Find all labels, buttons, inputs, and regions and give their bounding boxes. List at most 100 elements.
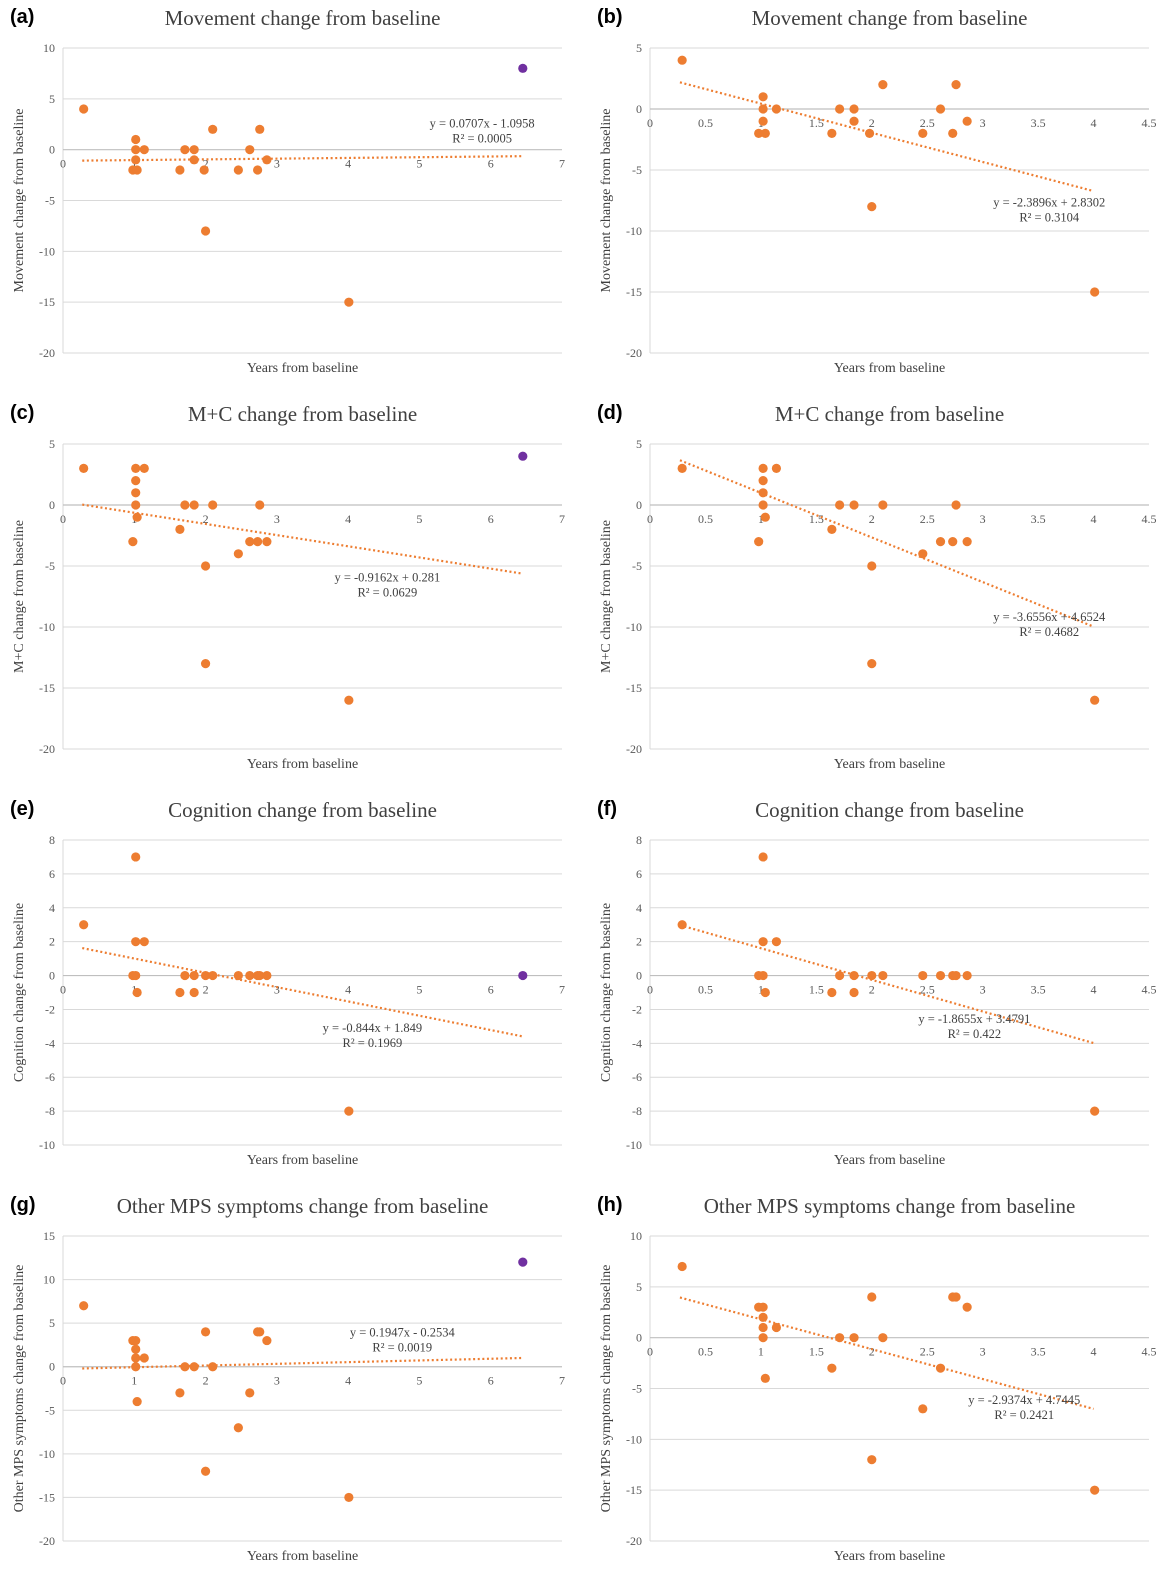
y-tick-label: -4 bbox=[632, 1036, 642, 1050]
data-point bbox=[180, 1362, 190, 1372]
data-point bbox=[951, 970, 961, 981]
y-tick-label: 6 bbox=[636, 867, 642, 881]
data-point bbox=[849, 116, 859, 126]
chart-svg: -10-8-6-4-20246801234567Cognition change… bbox=[12, 798, 565, 1168]
data-point bbox=[849, 104, 859, 114]
x-axis-title: Years from baseline bbox=[834, 1153, 945, 1168]
data-point bbox=[262, 970, 272, 981]
data-point bbox=[518, 1257, 528, 1267]
x-tick-label: 7 bbox=[559, 512, 565, 526]
x-tick-label: 6 bbox=[488, 983, 494, 997]
x-tick-label: 3 bbox=[980, 116, 986, 130]
y-tick-label: -5 bbox=[632, 1382, 642, 1396]
y-tick-label: 0 bbox=[49, 498, 55, 512]
data-point bbox=[518, 451, 528, 461]
chart-svg: -20-15-10-50501234567M+C change from bas… bbox=[12, 402, 565, 772]
data-point bbox=[245, 970, 255, 981]
data-point bbox=[918, 128, 928, 138]
chart-svg: -20-15-10-50500.511.522.533.544.5Movemen… bbox=[599, 6, 1157, 376]
data-point bbox=[200, 1327, 211, 1337]
x-tick-label: 1 bbox=[131, 1374, 137, 1388]
x-tick-label: 7 bbox=[559, 1374, 565, 1388]
data-point bbox=[518, 63, 528, 73]
x-tick-label: 4 bbox=[345, 512, 351, 526]
y-tick-label: -5 bbox=[632, 559, 642, 573]
data-point bbox=[962, 1302, 972, 1312]
data-point bbox=[935, 970, 946, 981]
chart-title: M+C change from baseline bbox=[775, 402, 1004, 426]
x-tick-label: 1.5 bbox=[809, 983, 824, 997]
x-tick-label: 0.5 bbox=[698, 1345, 713, 1359]
y-tick-label: 0 bbox=[636, 969, 642, 983]
trendline-equation: y = -0.844x + 1.849 bbox=[323, 1021, 423, 1035]
data-point bbox=[758, 852, 768, 862]
data-point bbox=[758, 1302, 768, 1312]
data-point bbox=[208, 970, 218, 981]
y-tick-label: -10 bbox=[626, 620, 642, 634]
data-point bbox=[1090, 695, 1100, 705]
x-tick-label: 0.5 bbox=[698, 983, 713, 997]
data-point bbox=[758, 937, 768, 947]
data-point bbox=[760, 128, 770, 138]
x-tick-label: 5 bbox=[416, 157, 422, 171]
data-point bbox=[200, 659, 211, 669]
data-point bbox=[139, 937, 149, 947]
x-tick-label: 4 bbox=[1091, 1345, 1097, 1359]
chart-panel-3: -20 -15 -10 -5 0 5 0 0.5 1 1.5 2 2.5 3 3.5 4 4.5 M+C cha… bbox=[587, 396, 1174, 792]
data-point bbox=[131, 500, 141, 510]
data-point bbox=[245, 145, 255, 155]
data-point bbox=[878, 500, 888, 510]
data-point bbox=[233, 165, 243, 175]
data-point bbox=[131, 1344, 141, 1354]
y-axis-title: Other MPS symptoms change from baseline bbox=[12, 1265, 27, 1513]
data-point bbox=[175, 987, 185, 998]
panel-letter: (b) bbox=[597, 6, 623, 28]
data-point bbox=[962, 537, 972, 547]
data-point bbox=[189, 987, 199, 998]
data-point bbox=[139, 1353, 149, 1363]
x-tick-label: 5 bbox=[416, 1374, 422, 1388]
y-tick-label: -10 bbox=[626, 1432, 642, 1446]
x-axis-title: Years from baseline bbox=[834, 757, 945, 772]
y-tick-label: -20 bbox=[39, 1534, 55, 1548]
y-tick-label: -10 bbox=[626, 224, 642, 238]
x-tick-label: 2 bbox=[869, 512, 875, 526]
x-tick-label: 3.5 bbox=[1031, 1345, 1046, 1359]
x-tick-label: 2 bbox=[203, 512, 209, 526]
x-tick-label: 4.5 bbox=[1142, 116, 1157, 130]
x-tick-label: 3 bbox=[980, 983, 986, 997]
x-tick-label: 2 bbox=[203, 983, 209, 997]
y-tick-label: -5 bbox=[45, 194, 55, 208]
chart-title: Movement change from baseline bbox=[752, 6, 1028, 30]
data-point bbox=[189, 145, 199, 155]
data-point bbox=[758, 1312, 768, 1322]
data-point bbox=[199, 165, 209, 175]
x-tick-label: 2.5 bbox=[920, 983, 935, 997]
data-point bbox=[948, 537, 958, 547]
data-point bbox=[962, 970, 972, 981]
trendline-r2: R² = 0.1969 bbox=[342, 1036, 402, 1050]
x-tick-label: 0 bbox=[647, 1345, 653, 1359]
y-tick-label: -5 bbox=[45, 559, 55, 573]
trendline bbox=[679, 81, 1094, 193]
data-point bbox=[835, 970, 845, 981]
y-axis-title: Cognition change from baseline bbox=[12, 903, 27, 1082]
data-point bbox=[677, 463, 687, 473]
x-tick-label: 6 bbox=[488, 157, 494, 171]
y-tick-label: 2 bbox=[636, 935, 642, 949]
data-point bbox=[760, 512, 770, 522]
trendline-r2: R² = 0.0005 bbox=[452, 131, 512, 145]
chart-panel-4: -10-8-6-4-20246801234567Cognition change… bbox=[0, 792, 587, 1188]
y-tick-label: 0 bbox=[636, 102, 642, 116]
x-tick-label: 2.5 bbox=[920, 512, 935, 526]
data-point bbox=[771, 1322, 782, 1333]
data-point bbox=[233, 549, 243, 559]
data-point bbox=[344, 297, 354, 307]
data-point bbox=[948, 128, 958, 138]
data-point bbox=[189, 155, 199, 165]
data-point bbox=[754, 128, 764, 138]
x-tick-label: 4.5 bbox=[1142, 983, 1157, 997]
chart-panel-6: -20 -15 -10 -5 0 5 10 15 0 1 2 3 4 5 6 7 Other MPS sympt… bbox=[0, 1188, 587, 1584]
data-point bbox=[262, 537, 272, 547]
